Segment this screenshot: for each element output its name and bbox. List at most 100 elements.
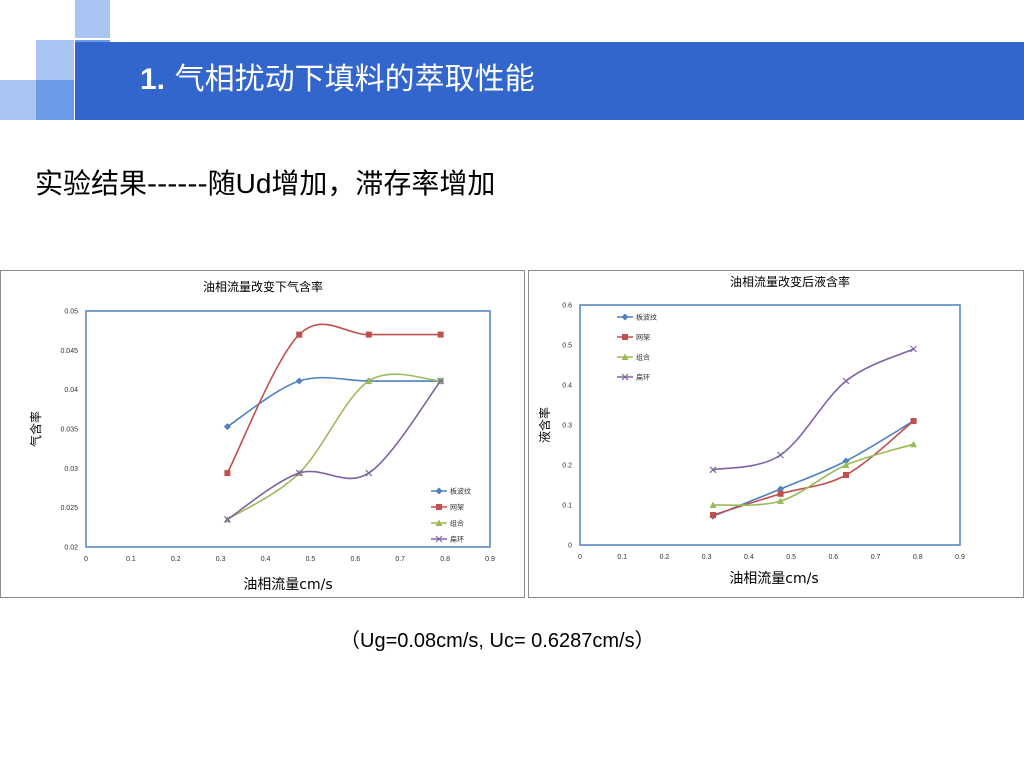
data-point [910, 345, 917, 353]
plot-area [579, 304, 961, 546]
y-tick-label: 0.4 [562, 383, 572, 390]
legend-marker [621, 353, 629, 360]
series-3 [709, 345, 917, 474]
y-tick-label: 0.02 [64, 545, 78, 552]
chart-title: 油相流量改变下气含率 [203, 279, 323, 294]
slide-title-number: 1. [140, 63, 166, 96]
y-tick-label: 0.6 [562, 303, 572, 310]
series-2 [223, 373, 445, 523]
y-tick-label: 0 [568, 543, 572, 550]
data-point [295, 377, 303, 385]
data-point [365, 331, 372, 338]
data-point [709, 501, 717, 508]
x-tick-label: 0 [578, 554, 582, 561]
subtitle-part-b: Ud [235, 168, 272, 199]
data-point [843, 472, 849, 478]
y-tick-label: 0.1 [562, 503, 572, 510]
deco-square [75, 0, 110, 38]
data-point [224, 470, 231, 477]
slide-subtitle: 实验结果------随Ud增加，滞存率增加 [35, 164, 495, 204]
data-point [437, 377, 445, 385]
slide-title-text: 气相扰动下填料的萃取性能 [174, 62, 535, 97]
series-line [712, 348, 914, 471]
y-tick-label: 0.04 [64, 387, 78, 394]
deco-square [36, 80, 74, 120]
deco-square [36, 40, 74, 80]
x-tick-label: 0.7 [395, 556, 405, 563]
series-1 [224, 323, 444, 477]
legend-marker [435, 535, 443, 543]
x-tick-label: 0.2 [660, 554, 670, 561]
deco-square [0, 80, 36, 120]
plot-area [85, 310, 491, 548]
y-axis-label: 气含率 [28, 411, 43, 447]
data-point [295, 469, 303, 477]
legend-marker [621, 313, 629, 321]
y-axis-label: 液含率 [537, 407, 552, 443]
data-point [223, 516, 231, 523]
data-point [842, 377, 850, 385]
legend-marker [621, 373, 629, 381]
x-tick-label: 0.6 [350, 556, 360, 563]
x-tick-label: 0.4 [744, 554, 754, 561]
x-tick-label: 0.7 [871, 554, 881, 561]
y-tick-label: 0.5 [562, 343, 572, 350]
series-line [226, 380, 442, 521]
x-tick-label: 0.1 [126, 556, 136, 563]
x-axis-label: 油相流量cm/s [729, 571, 818, 587]
chart-title: 油相流量改变后液含率 [730, 274, 850, 289]
x-tick-label: 0.5 [786, 554, 796, 561]
series-line [226, 323, 441, 474]
subtitle-part-a: 实验结果------随 [35, 167, 236, 200]
legend-marker [435, 487, 443, 495]
x-tick-label: 0.2 [171, 556, 181, 563]
series-3 [223, 377, 445, 523]
legend-label: 网架 [636, 334, 650, 342]
legend-label: 扁环 [450, 535, 464, 544]
data-point [777, 451, 784, 459]
legend-label: 组合 [636, 353, 650, 362]
x-tick-label: 0.4 [261, 556, 271, 563]
x-tick-label: 0.8 [440, 556, 450, 563]
y-tick-label: 0.025 [60, 505, 78, 512]
chart-svg: 油相流量改变后液含率 0 0.1 0.2 0.3 0.4 0.5 0.6 0.7 0.8 0.9 0 0… [537, 274, 965, 587]
data-point [910, 440, 918, 448]
x-tick-label: 0 [84, 556, 88, 563]
title-bar [75, 42, 1024, 120]
gas-holdup-chart: 油相流量改变下气含率 0 0.1 0.2 0.3 0.4 0.5 0.6 0.7 0.8 0.9 0.… [0, 270, 525, 598]
legend-marker [622, 334, 628, 340]
y-tick-label: 0.03 [64, 466, 78, 473]
slide-title: 1. 气相扰动下填料的萃取性能 [140, 60, 535, 100]
y-tick-label: 0.3 [562, 423, 572, 430]
x-tick-label: 0.3 [216, 556, 226, 563]
series-line [226, 376, 441, 428]
x-axis-label: 油相流量cm/s [243, 577, 332, 593]
legend-label: 板波纹 [450, 487, 471, 496]
legend-marker [436, 504, 442, 510]
data-point [437, 331, 444, 338]
x-tick-label: 0.9 [485, 556, 495, 563]
subtitle-part-c: 增加，滞存率增加 [271, 167, 496, 200]
y-tick-label: 0.05 [64, 309, 78, 316]
data-point [777, 497, 785, 504]
series-line [712, 420, 915, 516]
series-line [712, 420, 914, 517]
y-tick-label: 0.035 [60, 427, 78, 434]
data-point [365, 377, 373, 385]
x-tick-label: 0.9 [955, 554, 965, 561]
legend-label: 组合 [450, 519, 464, 528]
legend-label: 扁环 [636, 373, 650, 382]
data-point [296, 331, 303, 338]
series-line [712, 443, 914, 507]
series-line [226, 373, 441, 521]
data-point [777, 490, 784, 497]
data-point [777, 485, 785, 493]
series-0 [223, 376, 445, 431]
data-point [365, 469, 373, 477]
chart-svg: 油相流量改变下气含率 0 0.1 0.2 0.3 0.4 0.5 0.6 0.7 0.8 0.9 0.… [28, 279, 495, 593]
data-point [842, 457, 850, 465]
series-1 [710, 418, 917, 518]
series-2 [709, 440, 918, 508]
